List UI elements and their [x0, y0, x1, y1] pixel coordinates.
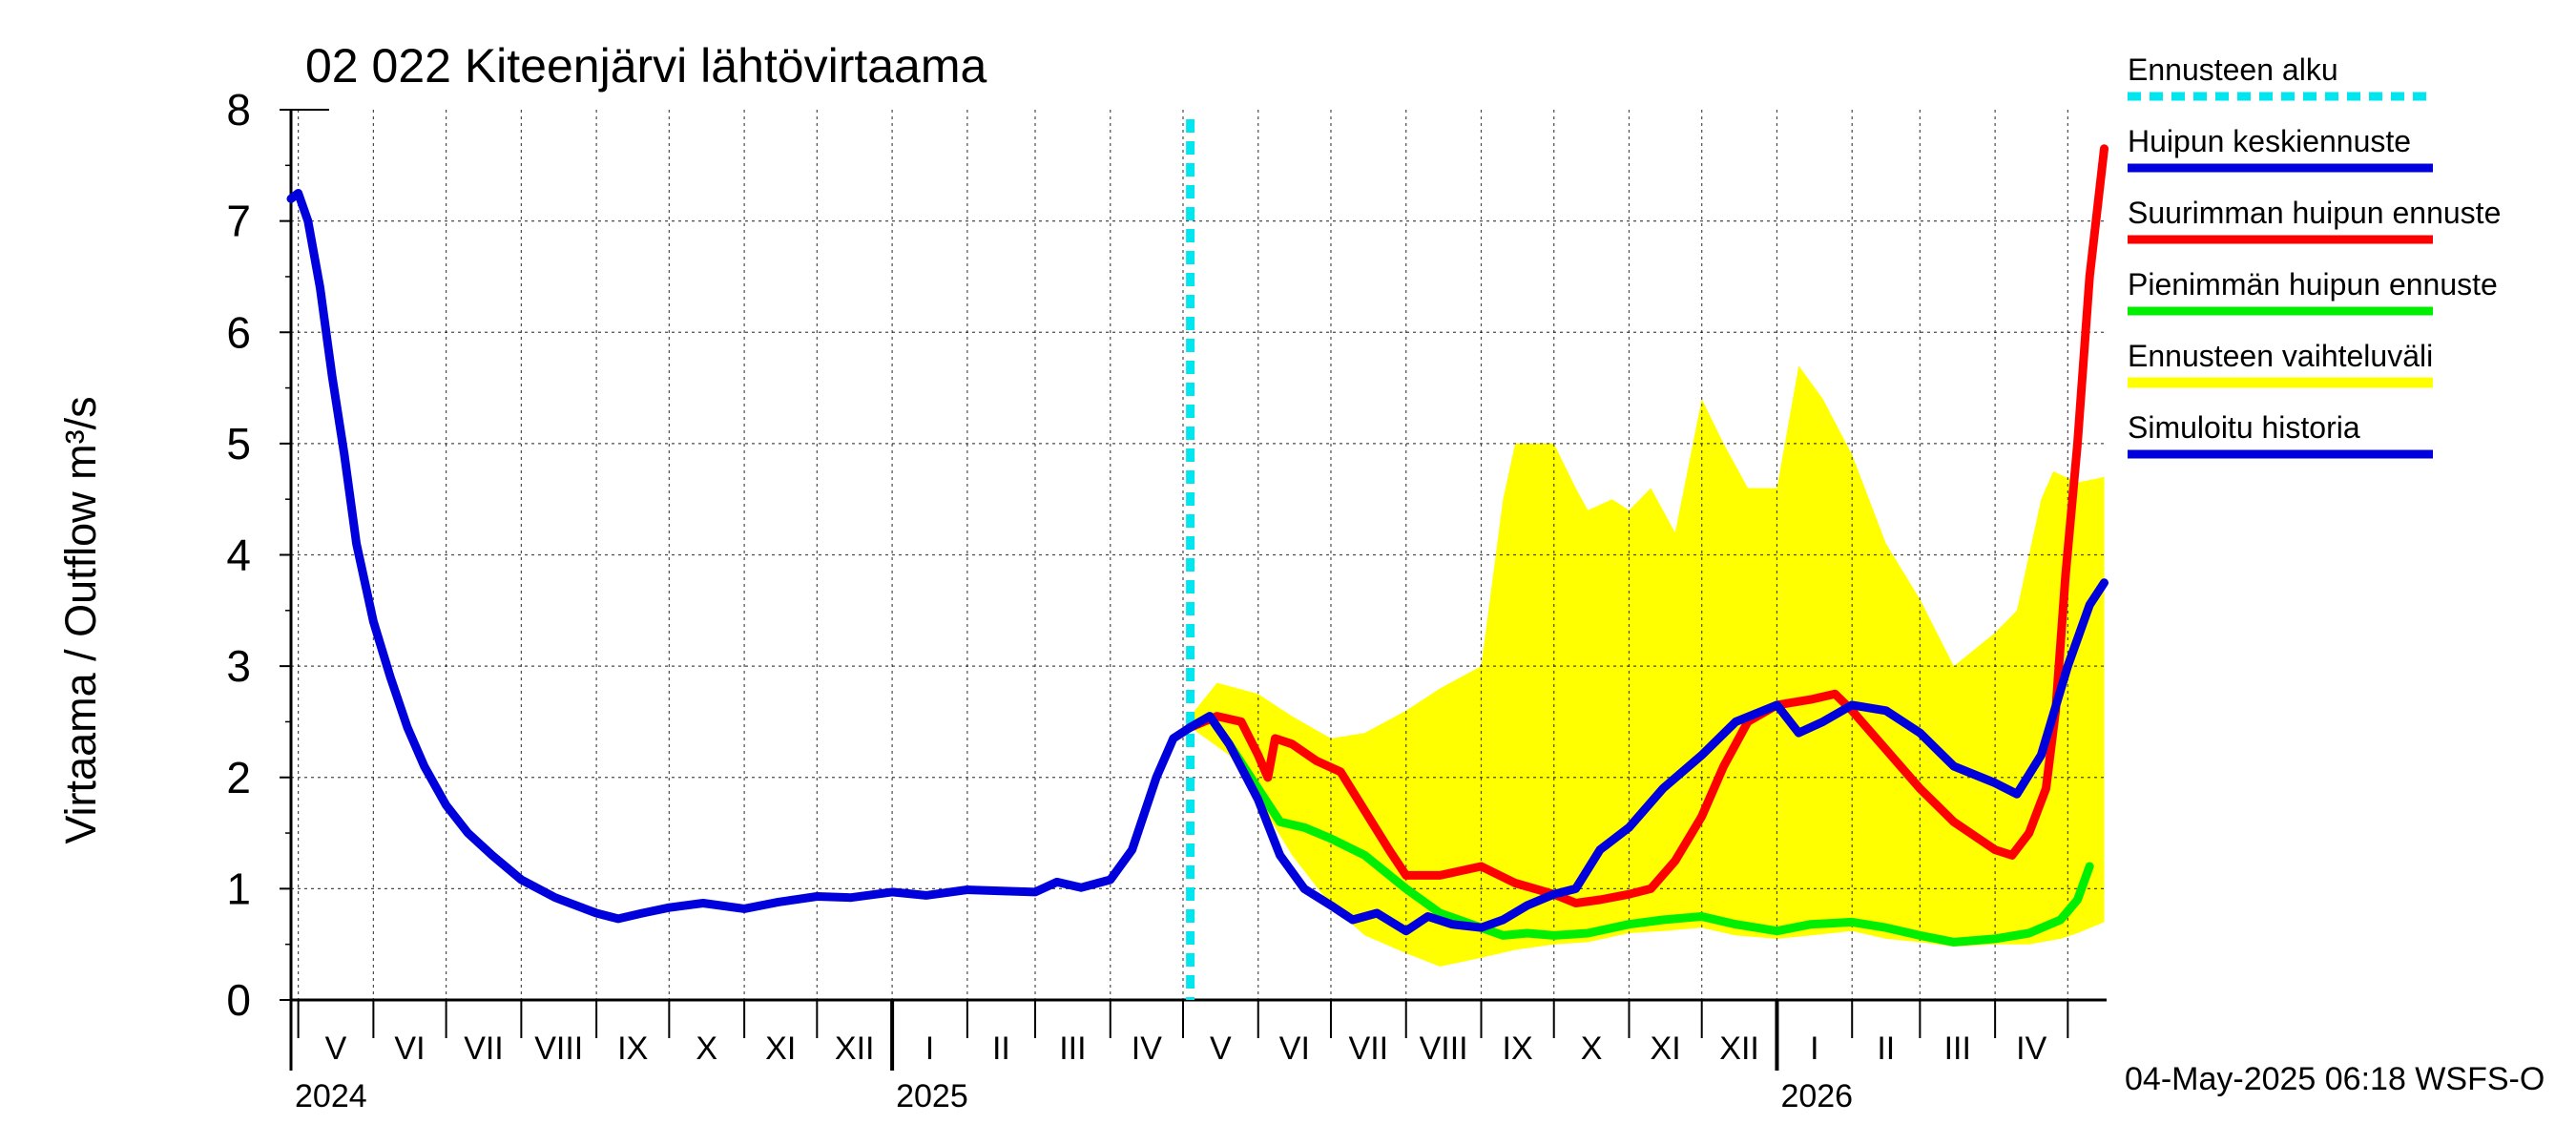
legend-label: Ennusteen alku: [2128, 52, 2338, 87]
y-tick-label: 5: [226, 419, 251, 468]
x-year-label: 2024: [295, 1078, 367, 1114]
x-month-label: VII: [1349, 1030, 1389, 1067]
legend-label: Ennusteen vaihteluväli: [2128, 339, 2433, 373]
y-tick-label: 2: [226, 753, 251, 802]
series-line-history: [286, 189, 1195, 924]
x-month-label: I: [1810, 1030, 1818, 1067]
y-tick-label: 6: [226, 307, 251, 357]
x-month-label: VIII: [534, 1030, 583, 1067]
x-month-label: I: [925, 1030, 934, 1067]
y-axis-label: Virtaama / Outflow m³/s: [56, 396, 105, 843]
y-tick-label: 8: [226, 85, 251, 135]
series-line-min-peak: [1186, 712, 2094, 947]
x-month-label: IX: [617, 1030, 648, 1067]
x-month-label: XII: [1719, 1030, 1759, 1067]
x-month-label: VII: [464, 1030, 504, 1067]
x-month-label: XI: [765, 1030, 796, 1067]
legend-label: Simuloitu historia: [2128, 410, 2360, 445]
y-tick-label: 0: [226, 975, 251, 1025]
x-year-label: 2026: [1780, 1078, 1853, 1114]
y-tick-label: 7: [226, 197, 251, 246]
x-month-label: II: [1877, 1030, 1895, 1067]
x-month-label: V: [1210, 1030, 1232, 1067]
chart-title: 02 022 Kiteenjärvi lähtövirtaama: [305, 39, 987, 93]
x-month-label: III: [1944, 1030, 1971, 1067]
x-month-label: VIII: [1420, 1030, 1468, 1067]
x-month-label: XI: [1651, 1030, 1681, 1067]
x-month-label: II: [992, 1030, 1010, 1067]
x-month-label: VI: [394, 1030, 425, 1067]
x-month-label: XII: [835, 1030, 875, 1067]
series-line-mean-peak: [1186, 578, 2109, 936]
y-tick-label: 4: [226, 531, 251, 580]
footer-timestamp: 04-May-2025 06:18 WSFS-O: [2125, 1061, 2545, 1097]
series-line-max-peak: [1186, 144, 2109, 907]
x-month-label: IV: [1132, 1030, 1162, 1067]
x-month-label: X: [696, 1030, 717, 1067]
legend-label: Suurimman huipun ennuste: [2128, 196, 2501, 230]
legend-label: Huipun keskiennuste: [2128, 124, 2411, 158]
x-month-label: VI: [1279, 1030, 1310, 1067]
x-year-label: 2025: [896, 1078, 968, 1114]
x-month-label: IV: [2016, 1030, 2046, 1067]
x-month-label: IX: [1503, 1030, 1533, 1067]
x-month-label: X: [1581, 1030, 1603, 1067]
legend-label: Pienimmän huipun ennuste: [2128, 267, 2498, 302]
x-month-label: V: [325, 1030, 347, 1067]
legend: Ennusteen alku Huipun keskiennuste Suurimm…: [2128, 52, 2501, 459]
y-tick-label: 3: [226, 641, 251, 691]
y-tick-label: 1: [226, 864, 251, 913]
x-month-label: III: [1059, 1030, 1086, 1067]
